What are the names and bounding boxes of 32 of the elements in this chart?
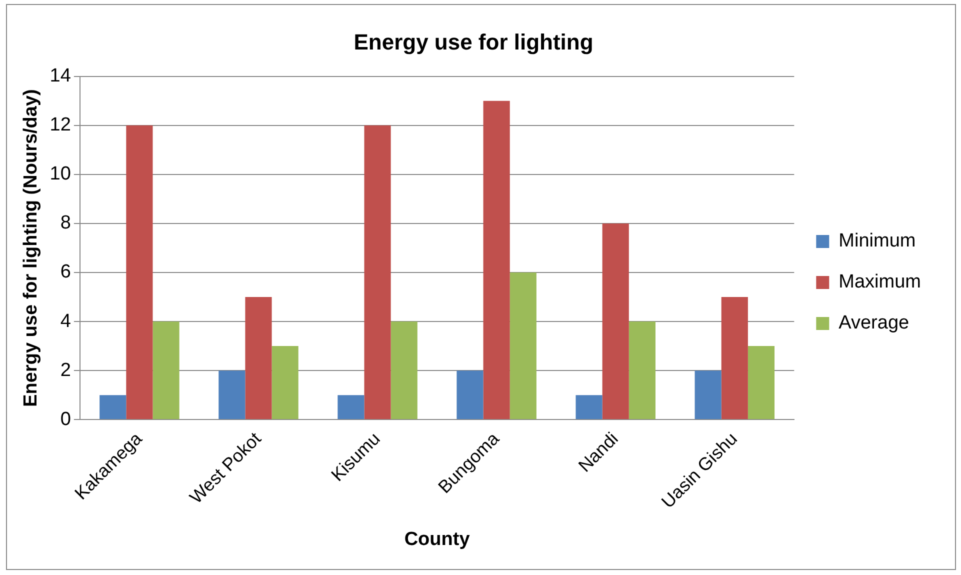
- bar: [126, 125, 153, 420]
- bar: [748, 346, 775, 420]
- bar: [338, 395, 364, 420]
- y-tick-label: 2: [60, 360, 71, 381]
- y-tick-label: 12: [50, 114, 71, 136]
- legend-label: Average: [838, 312, 910, 334]
- y-tick-label: 0: [60, 408, 71, 430]
- y-tick-label: 8: [60, 212, 71, 234]
- chart-title: Energy use for lighting: [354, 29, 594, 54]
- legend-label: Minimum: [838, 230, 916, 252]
- y-tick-label: 14: [50, 66, 72, 87]
- bar: [100, 395, 126, 420]
- bar: [272, 346, 298, 420]
- bar: [721, 297, 748, 420]
- bar: [576, 395, 602, 420]
- bar: [218, 370, 246, 420]
- bar: [456, 370, 484, 420]
- y-tick-label: 4: [60, 310, 72, 332]
- bar: [152, 322, 180, 420]
- y-tick-label: 10: [50, 164, 71, 185]
- bar: [602, 223, 629, 420]
- y-tick-label: 6: [60, 262, 71, 283]
- bar: [510, 272, 536, 420]
- x-axis-title: County: [404, 528, 470, 550]
- bar: [483, 100, 510, 420]
- legend-label: Maximum: [838, 272, 922, 293]
- bar: [628, 322, 656, 420]
- bar: [245, 297, 272, 420]
- bar: [694, 370, 722, 420]
- bar: [364, 125, 391, 420]
- bar: [390, 322, 418, 420]
- y-axis-title: Energy use for lighting (Nours/day): [20, 89, 42, 407]
